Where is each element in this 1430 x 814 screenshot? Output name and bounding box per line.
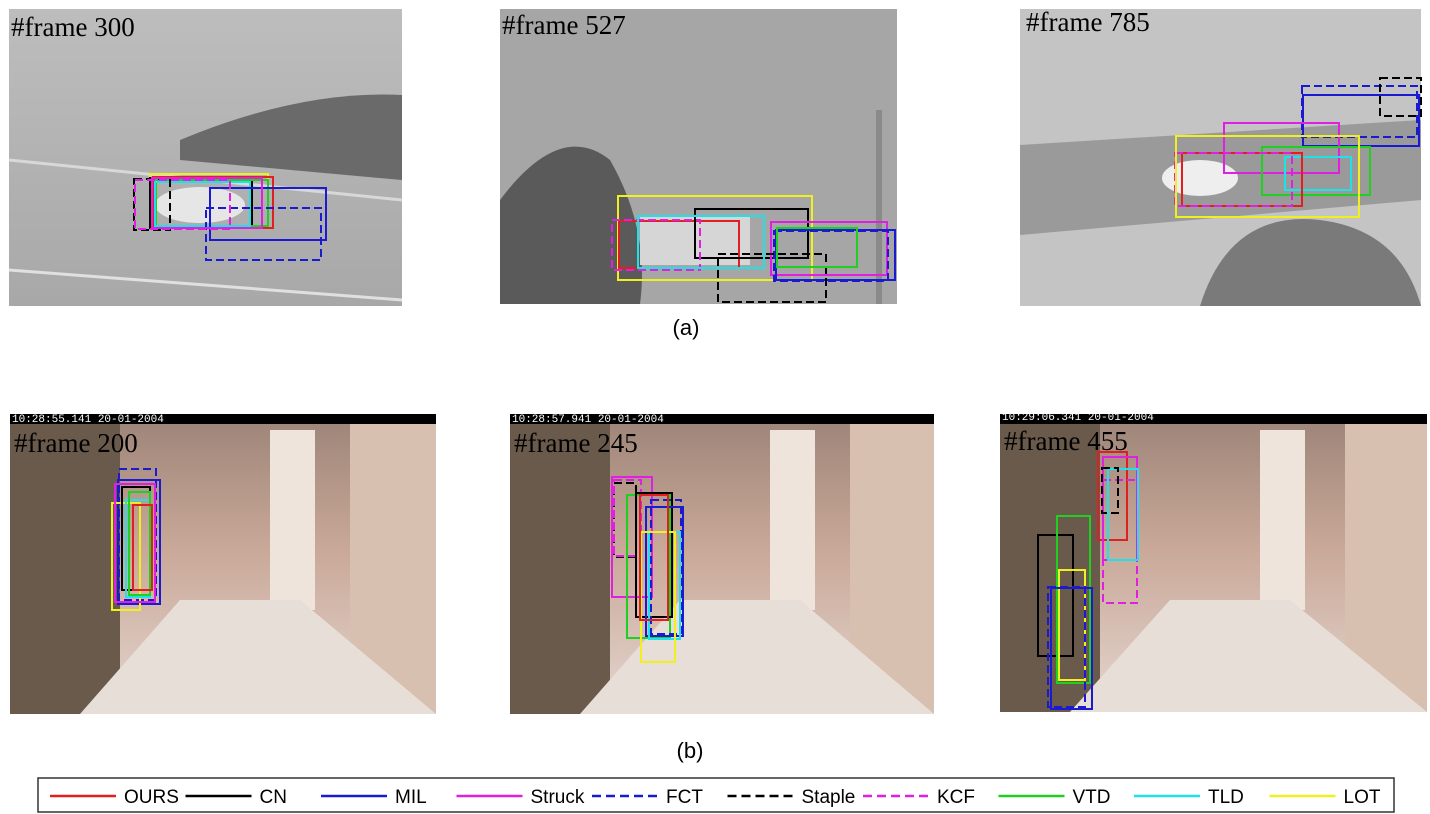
legend-label: TLD: [1208, 787, 1244, 808]
legend-label: OURS: [124, 787, 179, 808]
timestamp: 10:29:06.341 20-01-2004: [1002, 412, 1154, 424]
legend-label: Staple: [802, 787, 856, 808]
frame-label: #frame 245: [514, 428, 638, 458]
frame-label: #frame 527: [502, 10, 626, 40]
caption: (b): [677, 738, 704, 763]
frame-label: #frame 300: [11, 12, 135, 42]
legend-label: Struck: [531, 787, 585, 808]
timestamp: 10:28:55.141 20-01-2004: [12, 414, 164, 426]
image: [1020, 9, 1421, 306]
image: [9, 9, 402, 306]
legend-label: KCF: [937, 787, 975, 808]
image: [500, 9, 897, 304]
legend-label: VTD: [1073, 787, 1111, 808]
legend-label: MIL: [395, 787, 427, 808]
image: [510, 414, 934, 714]
frame-label: #frame 200: [14, 428, 138, 458]
frame-label: #frame 455: [1004, 426, 1128, 456]
image: [1000, 414, 1427, 712]
legend-label: LOT: [1344, 787, 1381, 808]
legend-label: CN: [260, 787, 287, 808]
image: [10, 414, 436, 714]
timestamp: 10:28:57.941 20-01-2004: [512, 414, 664, 426]
figure: #frame 300 #frame 527 #frame 785 10:28:55.1…: [0, 0, 1430, 814]
caption: (a): [673, 315, 700, 340]
frame-label: #frame 785: [1026, 7, 1150, 37]
legend-label: FCT: [666, 787, 703, 808]
